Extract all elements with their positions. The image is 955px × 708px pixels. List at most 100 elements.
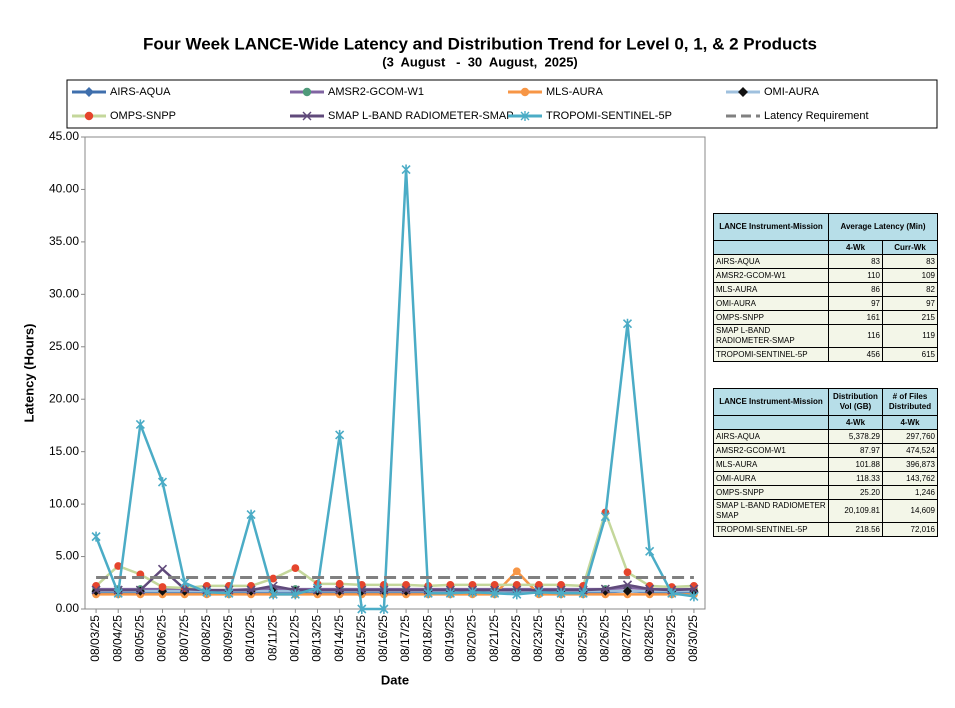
y-tick-label: 30.00	[49, 287, 79, 301]
table-cell: OMPS-SNPP	[713, 310, 829, 325]
data-point	[467, 587, 478, 598]
legend-marker	[84, 87, 94, 97]
x-tick-label: 08/29/25	[664, 615, 678, 662]
data-point	[490, 588, 500, 599]
table-row: AIRS-AQUA 5,378.29 297,760	[713, 429, 938, 444]
y-tick-label: 15.00	[49, 444, 79, 458]
data-point	[600, 511, 610, 522]
x-tick-label: 08/15/25	[354, 615, 368, 662]
data-point	[622, 318, 633, 329]
table-cell: TROPOMI-SENTINEL-5P	[713, 522, 829, 537]
table-row: TROPOMI-SENTINEL-5P 218.56 72,016	[713, 522, 938, 537]
legend-marker	[84, 111, 94, 121]
table-row: AMSR2-GCOM-W1 110 109	[713, 268, 938, 283]
table-cell: MLS-AURA	[713, 457, 829, 472]
table-row: LANCE Instrument-Mission Average Latency …	[713, 213, 938, 241]
x-tick-label: 08/23/25	[531, 615, 545, 662]
table-cell: 297,760	[882, 429, 938, 444]
table-cell: 116	[828, 324, 883, 348]
table-cell: OMPS-SNPP	[713, 485, 829, 500]
table-cell: SMAP L-BAND RADIOMETER SMAP	[713, 499, 829, 523]
data-point	[578, 588, 588, 599]
table-cell: 72,016	[882, 522, 938, 537]
y-tick-label: 25.00	[49, 339, 79, 353]
legend-label: OMI-AURA	[764, 86, 820, 98]
x-tick-label: 08/08/25	[199, 615, 213, 662]
legend-label: SMAP L-BAND RADIOMETER-SMAP	[328, 110, 514, 122]
y-tick-label: 0.00	[56, 601, 80, 615]
data-point	[512, 567, 521, 576]
x-tick-label: 08/05/25	[133, 615, 147, 662]
table-cell: AIRS-AQUA	[713, 429, 829, 444]
x-tick-label: 08/11/25	[265, 615, 279, 661]
table-cell: 215	[882, 310, 938, 325]
latency-table: LANCE Instrument-Mission Average Latency …	[713, 213, 938, 362]
series-line	[94, 169, 695, 611]
series-line	[96, 569, 694, 596]
data-point	[622, 580, 633, 590]
table-cell: 101.88	[828, 457, 883, 472]
table-cell: MLS-AURA	[713, 282, 829, 297]
series-line	[96, 567, 694, 592]
data-point	[135, 419, 145, 430]
x-tick-label: 08/10/25	[243, 615, 257, 662]
table-cell: 161	[828, 310, 883, 325]
data-point	[689, 584, 699, 594]
table-cell: OMI-AURA	[713, 471, 829, 486]
table-cell: 4-Wk	[828, 240, 883, 255]
table-cell: 82	[882, 282, 938, 297]
data-point	[401, 164, 411, 175]
table-cell: 20,109.81	[828, 499, 883, 523]
table-row: OMI-AURA 118.33 143,762	[713, 471, 938, 486]
table-row: OMPS-SNPP 25.20 1,246	[713, 485, 938, 500]
data-point	[291, 564, 300, 572]
x-tick-label: 08/27/25	[620, 615, 634, 662]
y-tick-label: 40.00	[49, 182, 79, 196]
x-tick-label: 08/06/25	[155, 615, 169, 662]
table-cell: TROPOMI-SENTINEL-5P	[713, 347, 829, 362]
data-point	[180, 577, 190, 588]
x-tick-label: 08/16/25	[376, 615, 390, 662]
x-tick-label: 08/07/25	[177, 615, 191, 662]
data-point	[689, 591, 699, 602]
legend-marker	[302, 111, 312, 121]
table-row: MLS-AURA 101.88 396,873	[713, 457, 938, 472]
x-tick-label: 08/22/25	[509, 615, 523, 662]
table-cell: 4-Wk	[882, 415, 938, 430]
x-tick-label: 08/30/25	[686, 615, 700, 662]
data-point	[645, 584, 655, 594]
data-point	[401, 585, 411, 595]
y-tick-label: 35.00	[49, 234, 79, 248]
data-point	[622, 586, 633, 596]
table-row: SMAP L-BAND RADIOMETER SMAP 20,109.81 14,6…	[713, 499, 938, 523]
table-row: 4-Wk Curr-Wk	[713, 240, 938, 255]
y-tick-label: 45.00	[49, 129, 79, 143]
table-cell: 83	[882, 254, 938, 269]
data-point	[335, 585, 345, 595]
x-tick-label: 08/24/25	[553, 615, 567, 662]
data-point	[667, 588, 677, 599]
data-point	[600, 584, 610, 594]
y-tick-label: 5.00	[56, 549, 80, 563]
table-cell: 110	[828, 268, 883, 283]
table-cell: 86	[828, 282, 883, 297]
table-cell: Average Latency (Min)	[828, 213, 938, 241]
table-cell: 218.56	[828, 522, 883, 537]
table-row: TROPOMI-SENTINEL-5P 456 615	[713, 347, 938, 362]
table-cell: 14,609	[882, 499, 938, 523]
table-row: AMSR2-GCOM-W1 87.97 474,524	[713, 443, 938, 458]
table-cell: 83	[828, 254, 883, 269]
x-tick-label: 08/19/25	[443, 615, 457, 662]
data-point	[224, 588, 234, 599]
table-cell: # of Files Distributed	[882, 388, 938, 416]
x-tick-label: 08/26/25	[598, 615, 612, 662]
table-row: LANCE Instrument-Mission Distribution Vol…	[713, 388, 938, 416]
chart-title: Four Week LANCE-Wide Latency and Distrib…	[143, 34, 817, 53]
x-tick-label: 08/14/25	[332, 615, 346, 662]
table-cell: Distribution Vol (GB)	[828, 388, 883, 416]
table-cell: 615	[882, 347, 938, 362]
legend-label: AMSR2-GCOM-W1	[328, 86, 424, 98]
y-tick-label: 10.00	[49, 496, 79, 510]
table-row: SMAP L-BAND RADIOMETER-SMAP 116 119	[713, 324, 938, 348]
